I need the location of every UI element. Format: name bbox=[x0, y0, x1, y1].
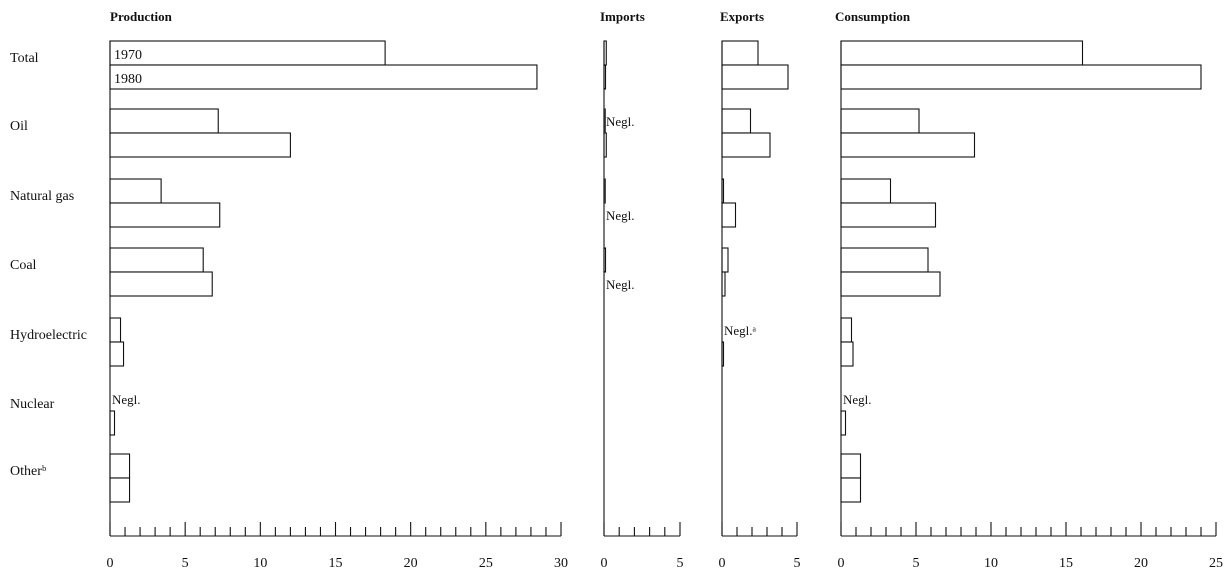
bar-consumption-1-1980 bbox=[840, 132, 976, 158]
bar-consumption-1-1970 bbox=[840, 108, 920, 134]
bar-consumption-3-1980 bbox=[840, 271, 941, 297]
bar-exports-0-1970 bbox=[721, 40, 759, 66]
year-label-1980: 1980 bbox=[114, 72, 142, 87]
tick-label-production-30: 30 bbox=[554, 556, 568, 571]
category-label-2: Natural gas bbox=[10, 189, 74, 204]
tick-label-production-20: 20 bbox=[404, 556, 418, 571]
bar-production-3-1980 bbox=[109, 271, 213, 297]
bar-exports-2-1980 bbox=[721, 202, 737, 228]
tick-label-production-15: 15 bbox=[329, 556, 343, 571]
tick-label-exports-0: 0 bbox=[719, 556, 726, 571]
tick-label-imports-0: 0 bbox=[601, 556, 608, 571]
bar-exports-3-1970 bbox=[721, 247, 729, 273]
bar-consumption-6-1980 bbox=[840, 477, 862, 503]
tick-label-consumption-5: 5 bbox=[913, 556, 920, 571]
tick-label-production-25: 25 bbox=[479, 556, 493, 571]
panel-title-imports: Imports bbox=[600, 9, 645, 24]
tick-label-production-10: 10 bbox=[253, 556, 267, 571]
bar-production-5-1980 bbox=[109, 410, 116, 436]
bar-production-2-1980 bbox=[109, 202, 221, 228]
tick-label-consumption-10: 10 bbox=[984, 556, 998, 571]
bar-consumption-2-1970 bbox=[840, 178, 892, 204]
bar-consumption-4-1980 bbox=[840, 341, 854, 367]
panel-titles: Production Imports Exports Consumption bbox=[110, 9, 911, 24]
tick-label-imports-5: 5 bbox=[677, 556, 684, 571]
bar-exports-1-1980 bbox=[721, 132, 771, 158]
note-imports-1: Negl. bbox=[606, 208, 635, 223]
category-label-3: Coal bbox=[10, 258, 37, 273]
notes: Negl. Negl. Negl. Negl. Negl.ᵃ Negl. 1970 1980 bbox=[112, 48, 872, 407]
bar-production-4-1970 bbox=[109, 317, 122, 343]
axes: 0 5 10 15 20 25 30 0 5 0 5 0 5 10 15 20 25 bbox=[107, 41, 1223, 571]
bar-production-2-1970 bbox=[109, 178, 162, 204]
bar-consumption-0-1980 bbox=[840, 64, 1202, 90]
note-exports-0: Negl.ᵃ bbox=[724, 323, 757, 338]
note-consumption-0: Negl. bbox=[843, 392, 872, 407]
tick-label-exports-5: 5 bbox=[794, 556, 801, 571]
bar-production-4-1980 bbox=[109, 341, 125, 367]
bar-production-0-1980 bbox=[109, 64, 538, 90]
bar-production-1-1970 bbox=[109, 108, 219, 134]
category-label-1: Oil bbox=[10, 119, 28, 134]
year-label-1970: 1970 bbox=[114, 48, 142, 63]
note-production-0: Negl. bbox=[112, 392, 141, 407]
bar-production-0-1970 bbox=[109, 40, 386, 66]
bar-consumption-5-1980 bbox=[840, 410, 847, 436]
tick-label-consumption-0: 0 bbox=[838, 556, 845, 571]
tick-label-consumption-20: 20 bbox=[1134, 556, 1148, 571]
bar-exports-0-1980 bbox=[721, 64, 789, 90]
bars bbox=[109, 40, 1202, 503]
bar-production-3-1970 bbox=[109, 247, 204, 273]
panel-title-production: Production bbox=[110, 9, 173, 24]
bar-consumption-2-1980 bbox=[840, 202, 937, 228]
tick-label-consumption-15: 15 bbox=[1059, 556, 1073, 571]
bar-consumption-6-1970 bbox=[840, 453, 862, 479]
category-label-6: Otherᵇ bbox=[10, 464, 47, 479]
category-label-4: Hydroelectric bbox=[10, 328, 87, 343]
category-label-0: Total bbox=[10, 51, 39, 66]
tick-label-production-5: 5 bbox=[182, 556, 189, 571]
bar-consumption-3-1970 bbox=[840, 247, 929, 273]
bar-production-6-1980 bbox=[109, 477, 131, 503]
bar-consumption-0-1970 bbox=[840, 40, 1084, 66]
bar-consumption-4-1970 bbox=[840, 317, 853, 343]
bar-production-1-1980 bbox=[109, 132, 291, 158]
note-imports-2: Negl. bbox=[606, 277, 635, 292]
category-label-5: Nuclear bbox=[10, 397, 55, 412]
panel-title-consumption: Consumption bbox=[835, 9, 911, 24]
category-labels: Total Oil Natural gas Coal Hydroelectric Nucl… bbox=[10, 51, 87, 479]
panel-title-exports: Exports bbox=[720, 9, 764, 24]
bar-production-6-1970 bbox=[109, 453, 131, 479]
tick-label-production-0: 0 bbox=[107, 556, 114, 571]
bar-exports-1-1970 bbox=[721, 108, 752, 134]
tick-label-consumption-25: 25 bbox=[1209, 556, 1223, 571]
note-imports-0: Negl. bbox=[606, 114, 635, 129]
